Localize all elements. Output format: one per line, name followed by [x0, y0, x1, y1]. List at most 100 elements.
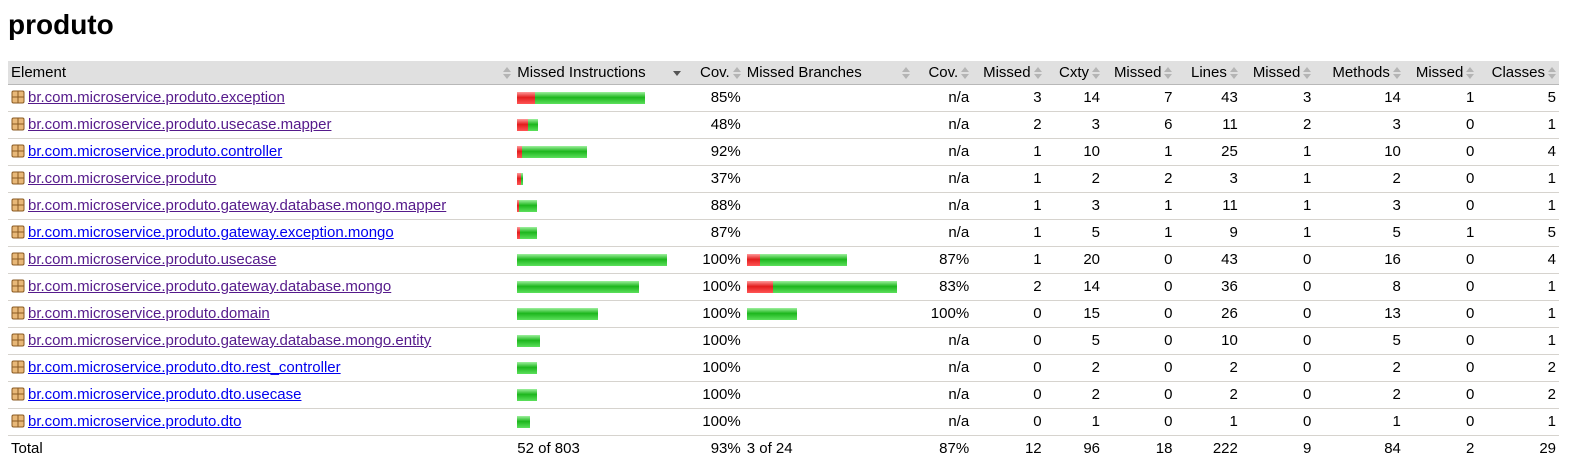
missed-classes-cell: 0	[1404, 193, 1477, 220]
covered-bar-segment	[517, 281, 639, 293]
lines-cell: 25	[1175, 139, 1240, 166]
sort-icon	[1092, 67, 1100, 79]
branches-bar-cell	[744, 355, 913, 382]
total-missed-complexity: 12	[972, 436, 1044, 461]
covered-bar-segment	[520, 227, 537, 239]
lines-cell: 2	[1175, 355, 1240, 382]
total-branches: 3 of 24	[744, 436, 913, 461]
header-branch-coverage[interactable]: Cov.	[913, 61, 972, 85]
package-link[interactable]: br.com.microservice.produto	[28, 170, 216, 187]
total-missed-lines: 18	[1103, 436, 1175, 461]
missed-complexity-cell: 0	[972, 409, 1044, 436]
package-icon	[11, 279, 25, 293]
element-cell: br.com.microservice.produto.controller	[8, 139, 514, 166]
branches-bar-cell	[744, 409, 913, 436]
instructions-coverage-bar	[517, 173, 523, 185]
package-link[interactable]: br.com.microservice.produto.exception	[28, 89, 285, 106]
sort-icon	[902, 67, 910, 79]
covered-bar-segment	[528, 119, 538, 131]
complexity-cell: 5	[1045, 220, 1103, 247]
instructions-bar-cell	[514, 112, 684, 139]
branches-coverage-bar	[747, 254, 847, 266]
lines-cell: 10	[1175, 328, 1240, 355]
header-missed-methods[interactable]: Missed	[1241, 61, 1314, 85]
instruction-coverage: 87%	[684, 220, 743, 247]
instruction-coverage: 85%	[684, 85, 743, 112]
header-lines[interactable]: Lines	[1175, 61, 1240, 85]
package-link[interactable]: br.com.microservice.produto.controller	[28, 143, 282, 160]
package-link[interactable]: br.com.microservice.produto.gateway.data…	[28, 197, 446, 214]
instructions-bar-cell	[514, 193, 684, 220]
covered-bar-segment	[747, 308, 797, 320]
package-link[interactable]: br.com.microservice.produto.dto	[28, 413, 241, 430]
header-instruction-coverage[interactable]: Cov.	[684, 61, 743, 85]
missed-complexity-cell: 0	[972, 355, 1044, 382]
header-missed-lines[interactable]: Missed	[1103, 61, 1175, 85]
element-cell: br.com.microservice.produto.gateway.data…	[8, 274, 514, 301]
package-link[interactable]: br.com.microservice.produto.usecase.mapp…	[28, 116, 331, 133]
missed-complexity-cell: 1	[972, 139, 1044, 166]
methods-cell: 5	[1314, 328, 1404, 355]
instructions-coverage-bar	[517, 281, 639, 293]
package-link[interactable]: br.com.microservice.produto.gateway.exce…	[28, 224, 394, 241]
element-cell: br.com.microservice.produto.dto.rest_con…	[8, 355, 514, 382]
sort-icon	[1393, 67, 1401, 79]
branches-coverage-bar	[747, 281, 897, 293]
classes-cell: 4	[1477, 247, 1559, 274]
table-row: br.com.microservice.produto.exception 85%…	[8, 85, 1559, 112]
lines-cell: 43	[1175, 247, 1240, 274]
classes-cell: 1	[1477, 193, 1559, 220]
header-missed-instructions[interactable]: Missed Instructions	[514, 61, 684, 85]
missed-bar-segment	[747, 281, 773, 293]
branches-bar-cell	[744, 382, 913, 409]
instructions-bar-cell	[514, 355, 684, 382]
complexity-cell: 1	[1045, 409, 1103, 436]
sort-icon	[503, 67, 511, 79]
covered-bar-segment	[517, 308, 598, 320]
header-complexity[interactable]: Cxty	[1045, 61, 1103, 85]
instructions-bar-cell	[514, 139, 684, 166]
instruction-coverage: 88%	[684, 193, 743, 220]
missed-lines-cell: 6	[1103, 112, 1175, 139]
missed-lines-cell: 0	[1103, 355, 1175, 382]
header-missed-complexity[interactable]: Missed	[972, 61, 1044, 85]
missed-methods-cell: 0	[1241, 274, 1314, 301]
missed-complexity-cell: 0	[972, 382, 1044, 409]
branch-coverage: n/a	[913, 85, 972, 112]
missed-methods-cell: 1	[1241, 139, 1314, 166]
header-classes[interactable]: Classes	[1477, 61, 1559, 85]
branches-bar-cell	[744, 112, 913, 139]
methods-cell: 13	[1314, 301, 1404, 328]
instructions-coverage-bar	[517, 362, 537, 374]
header-missed-branches[interactable]: Missed Branches	[744, 61, 913, 85]
instruction-coverage: 48%	[684, 112, 743, 139]
branches-bar-cell	[744, 220, 913, 247]
header-element[interactable]: Element	[8, 61, 514, 85]
methods-cell: 10	[1314, 139, 1404, 166]
instructions-coverage-bar	[517, 416, 530, 428]
instruction-coverage: 100%	[684, 409, 743, 436]
instruction-coverage: 100%	[684, 301, 743, 328]
header-methods[interactable]: Methods	[1314, 61, 1404, 85]
methods-cell: 2	[1314, 355, 1404, 382]
package-link[interactable]: br.com.microservice.produto.domain	[28, 305, 270, 322]
methods-cell: 5	[1314, 220, 1404, 247]
covered-bar-segment	[760, 254, 847, 266]
total-lines: 222	[1175, 436, 1240, 461]
package-icon	[11, 252, 25, 266]
package-link[interactable]: br.com.microservice.produto.gateway.data…	[28, 278, 391, 295]
missed-classes-cell: 0	[1404, 328, 1477, 355]
package-link[interactable]: br.com.microservice.produto.gateway.data…	[28, 332, 431, 349]
package-link[interactable]: br.com.microservice.produto.dto.rest_con…	[28, 359, 341, 376]
covered-bar-segment	[519, 200, 537, 212]
table-row: br.com.microservice.produto.gateway.data…	[8, 193, 1559, 220]
header-missed-classes[interactable]: Missed	[1404, 61, 1477, 85]
branches-bar-cell	[744, 166, 913, 193]
package-link[interactable]: br.com.microservice.produto.dto.usecase	[28, 386, 301, 403]
sort-icon	[1303, 67, 1311, 79]
table-row: br.com.microservice.produto.gateway.exce…	[8, 220, 1559, 247]
package-link[interactable]: br.com.microservice.produto.usecase	[28, 251, 276, 268]
branches-coverage-bar	[747, 308, 797, 320]
